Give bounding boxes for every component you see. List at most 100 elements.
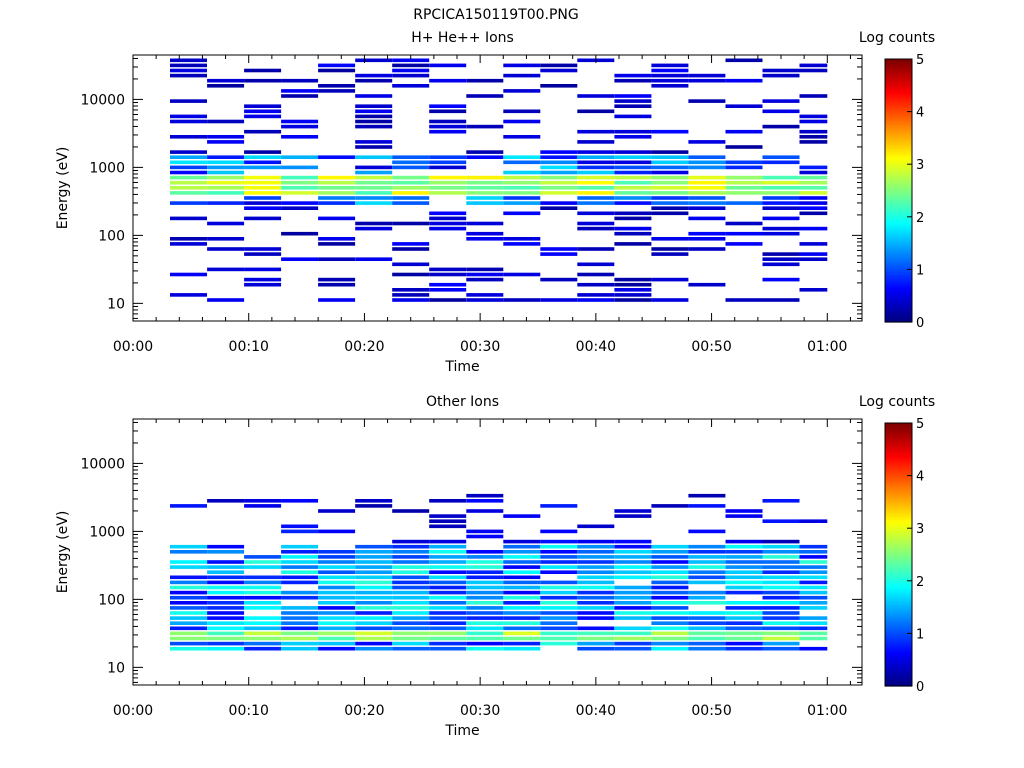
- colorbar-segment: [885, 76, 912, 80]
- heatmap-cell: [688, 590, 726, 595]
- heatmap-cell: [688, 175, 726, 180]
- colorbar-segment: [885, 523, 912, 527]
- colorbar-segment: [885, 438, 912, 442]
- heatmap-cell: [244, 180, 282, 185]
- heatmap-cell: [429, 175, 467, 180]
- colorbar-segment: [885, 247, 912, 251]
- heatmap-cell: [651, 585, 689, 590]
- heatmap-cell: [170, 216, 207, 221]
- heatmap-cell: [170, 641, 207, 646]
- heatmap-cell: [281, 611, 319, 615]
- heatmap-cell: [392, 641, 430, 646]
- heatmap-cell: [577, 186, 615, 190]
- colorbar-segment: [885, 111, 912, 115]
- colorbar-segment: [885, 681, 912, 685]
- heatmap-cell: [318, 606, 356, 610]
- colorbar-segment: [885, 109, 912, 113]
- heatmap-cell: [392, 565, 430, 569]
- colorbar-tick-label: 4: [916, 470, 924, 485]
- heatmap-cell: [577, 580, 615, 585]
- colorbar-segment: [885, 587, 912, 591]
- colorbar-segment: [885, 639, 912, 643]
- colorbar-segment: [885, 269, 912, 273]
- heatmap-cell: [503, 211, 541, 216]
- heatmap-cell: [651, 84, 689, 88]
- heatmap-cell: [466, 509, 504, 513]
- heatmap-cell: [799, 180, 828, 185]
- heatmap-cell: [170, 119, 207, 124]
- heatmap-cell: [540, 585, 578, 590]
- heatmap-cell: [170, 293, 207, 297]
- heatmap-cell: [466, 298, 504, 302]
- heatmap-cell: [503, 175, 541, 180]
- heatmap-cell: [614, 575, 652, 580]
- heatmap-cell: [244, 601, 282, 605]
- y-tick-label: 1000: [89, 524, 125, 540]
- heatmap-cell: [503, 616, 541, 620]
- colorbar-segment: [885, 262, 912, 266]
- heatmap-cell: [503, 170, 541, 175]
- colorbar-segment: [885, 153, 912, 157]
- heatmap-cell: [355, 180, 393, 185]
- heatmap-cell: [170, 611, 207, 615]
- heatmap-cell: [725, 570, 763, 574]
- heatmap-cell: [540, 529, 578, 534]
- colorbar-segment: [885, 611, 912, 615]
- heatmap-cell: [281, 631, 319, 636]
- heatmap-cell: [799, 626, 828, 631]
- heatmap-cell: [540, 555, 578, 559]
- heatmap-cell: [688, 631, 726, 636]
- colorbar-segment: [885, 190, 912, 194]
- heatmap-cell: [281, 590, 319, 595]
- heatmap-cell: [577, 544, 615, 549]
- heatmap-cell: [466, 641, 504, 646]
- heatmap-cell: [540, 570, 578, 574]
- heatmap-cell: [207, 585, 245, 590]
- colorbar-segment: [885, 63, 912, 67]
- heatmap-cell: [355, 155, 393, 159]
- heatmap-cell: [614, 226, 652, 231]
- heatmap-cell: [577, 555, 615, 559]
- heatmap-cell: [577, 175, 615, 180]
- heatmap-cell: [651, 196, 689, 200]
- colorbar-segment: [885, 80, 912, 84]
- heatmap-cell: [170, 191, 207, 195]
- colorbar-segment: [885, 162, 912, 165]
- heatmap-cell: [392, 606, 430, 610]
- colorbar-segment: [885, 655, 912, 659]
- heatmap-cell: [466, 94, 504, 98]
- heatmap-cell: [540, 611, 578, 615]
- colorbar-segment: [885, 302, 912, 306]
- heatmap-cell: [503, 73, 541, 78]
- colorbar-segment: [885, 135, 912, 139]
- heatmap-cell: [651, 191, 689, 195]
- heatmap-cell: [355, 570, 393, 574]
- heatmap-cell: [281, 641, 319, 646]
- heatmap-cell: [170, 180, 207, 185]
- heatmap-cell: [244, 196, 282, 200]
- heatmap-cell: [355, 165, 393, 170]
- heatmap-cell: [725, 165, 763, 170]
- heatmap-cell: [540, 180, 578, 185]
- heatmap-cell: [244, 606, 282, 610]
- heatmap-cell: [651, 170, 689, 175]
- heatmap-cell: [503, 242, 541, 246]
- panel-title: H+ He++ Ions: [411, 30, 514, 46]
- heatmap-cell: [207, 626, 245, 631]
- colorbar-segment: [885, 67, 912, 71]
- heatmap-cell: [614, 180, 652, 185]
- colorbar-segment: [885, 565, 912, 569]
- x-tick-label: 00:00: [113, 339, 153, 355]
- colorbar-segment: [885, 89, 912, 93]
- colorbar-segment: [885, 440, 912, 444]
- heatmap-cell: [207, 186, 245, 190]
- colorbar-segment: [885, 670, 912, 674]
- colorbar-segment: [885, 482, 912, 485]
- heatmap-cell: [392, 155, 430, 159]
- heatmap-cell: [207, 237, 245, 241]
- heatmap-cell: [355, 550, 393, 554]
- heatmap-cell: [577, 595, 615, 600]
- heatmap-cell: [466, 595, 504, 600]
- heatmap-cell: [577, 590, 615, 595]
